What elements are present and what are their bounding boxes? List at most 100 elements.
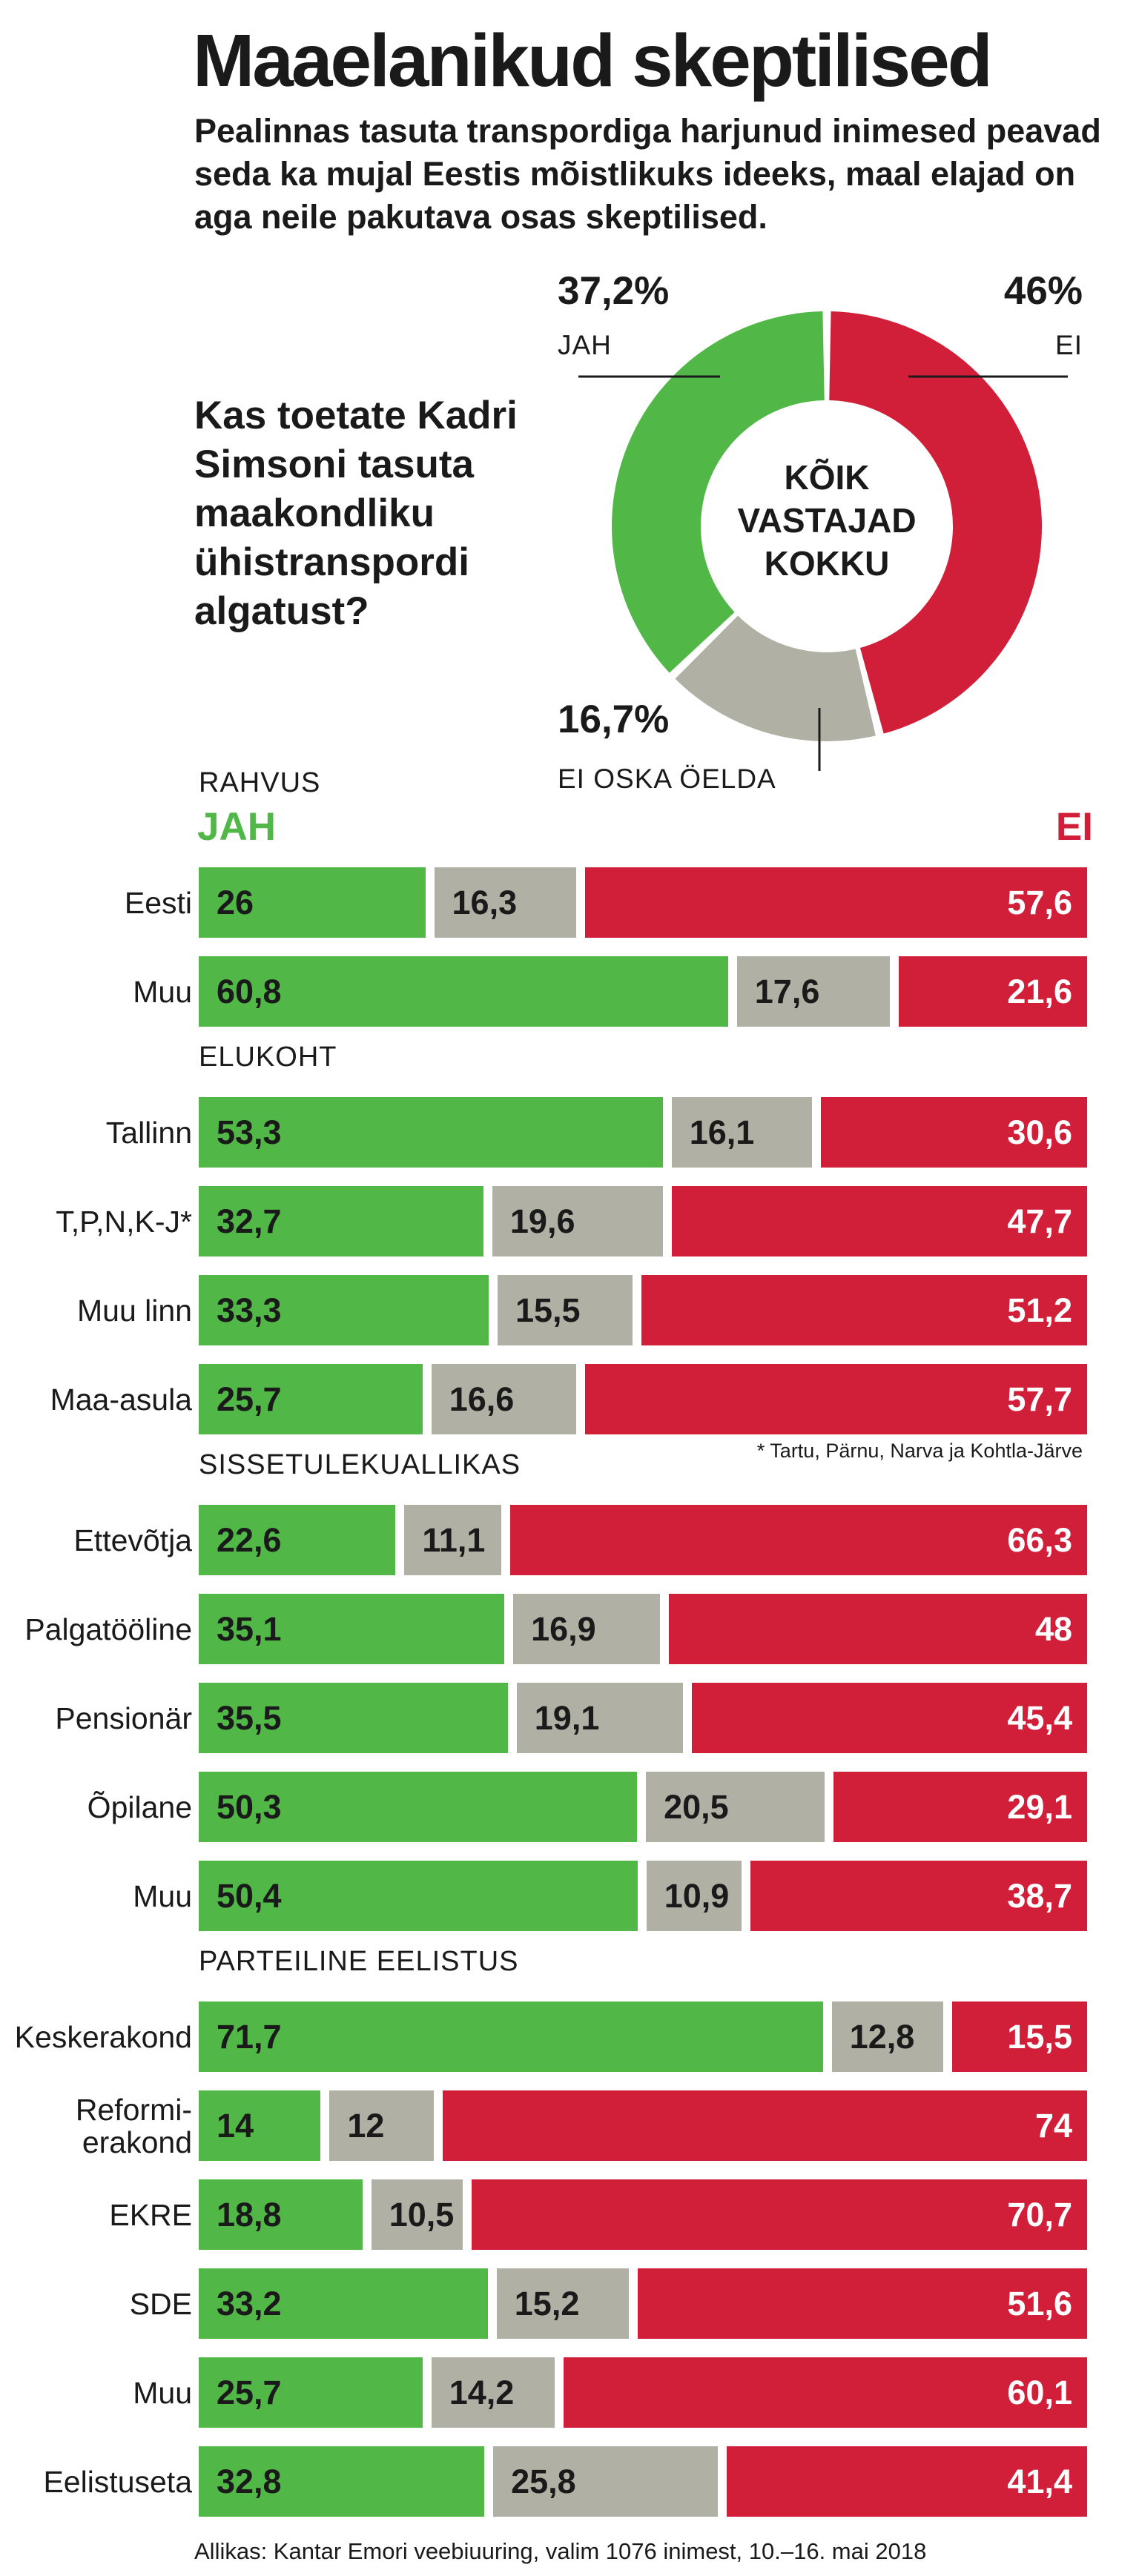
bar-segment-ei <box>585 867 1087 938</box>
bar-value-jah: 35,5 <box>217 1699 282 1737</box>
bar-segment-ei <box>509 1505 1087 1575</box>
row-label: Ettevõtja <box>73 1523 192 1557</box>
bar-value-ei: 51,6 <box>1007 2285 1072 2322</box>
bar-value-ei-oska: 16,9 <box>531 1610 596 1648</box>
section-header-1: ELUKOHT <box>199 1042 337 1073</box>
bar-value-jah: 60,8 <box>217 973 282 1010</box>
footnote: * Tartu, Pärnu, Narva ja Kohtla-Järve <box>756 1440 1083 1462</box>
donut-slice-jah <box>612 311 825 673</box>
bar-segment-ei-oska <box>496 2268 630 2339</box>
bar-segment-ei <box>443 2090 1087 2161</box>
bar-value-ei-oska: 11,1 <box>422 1521 486 1559</box>
bar-segment-jah <box>199 1772 638 1842</box>
row-label: SDE <box>129 2286 192 2321</box>
bar-segment-ei <box>726 2446 1087 2517</box>
bar-value-jah: 18,8 <box>217 2196 282 2234</box>
row-label: Muu <box>133 974 192 1009</box>
bar-segment-jah <box>199 1505 396 1575</box>
bar-value-ei-oska: 15,2 <box>514 2285 580 2322</box>
bar-segment-ei-oska <box>431 2357 555 2428</box>
bar-value-ei: 30,6 <box>1007 1113 1072 1151</box>
row-label: Eelistuseta <box>43 2464 192 2499</box>
row-label: Muu <box>133 1878 192 1913</box>
bar-value-ei-oska: 16,3 <box>452 884 518 921</box>
bar-segment-ei <box>750 1861 1087 1931</box>
donut-ei-oska-label: EI OSKA ÖELDA <box>558 764 776 794</box>
bar-value-jah: 71,7 <box>217 2018 282 2056</box>
bar-value-ei-oska: 12,8 <box>849 2018 915 2056</box>
bar-segment-jah <box>199 2446 485 2517</box>
bar-segment-ei <box>820 1097 1087 1168</box>
bar-value-ei-oska: 17,6 <box>754 973 820 1010</box>
bar-value-ei: 15,5 <box>1007 2018 1072 2056</box>
bar-segment-ei-oska <box>434 867 577 938</box>
bar-value-jah: 50,3 <box>217 1788 282 1826</box>
bar-segment-ei-oska <box>404 1505 501 1575</box>
bar-value-jah: 25,7 <box>217 1380 282 1418</box>
bar-segment-jah <box>199 2268 488 2339</box>
section-header-0: RAHVUS <box>199 767 321 798</box>
bar-segment-ei-oska <box>329 2090 435 2161</box>
source: Allikas: Kantar Emori veebiuuring, valim… <box>194 2538 927 2564</box>
bar-value-jah: 33,3 <box>217 1291 282 1329</box>
bar-value-ei-oska: 12 <box>347 2107 385 2145</box>
bar-segment-ei-oska <box>516 1683 683 1753</box>
bar-segment-jah <box>199 956 728 1027</box>
bar-segment-ei <box>692 1683 1087 1753</box>
bar-segment-ei <box>471 2179 1087 2250</box>
bar-value-jah: 26 <box>217 884 254 921</box>
row-label: T,P,N,K-J* <box>56 1204 192 1239</box>
bar-segment-jah <box>199 2357 423 2428</box>
bar-value-ei: 41,4 <box>1007 2463 1072 2500</box>
page-title: Maaelanikud skeptilised <box>193 19 993 102</box>
bar-value-ei: 74 <box>1034 2107 1072 2145</box>
bar-value-jah: 32,8 <box>217 2463 282 2500</box>
row-label: Muu linn <box>77 1293 192 1328</box>
bar-segment-jah <box>199 2090 321 2161</box>
bar-value-ei-oska: 20,5 <box>664 1788 729 1826</box>
legend-ei: EI <box>1055 805 1093 849</box>
donut-jah-pct: 37,2% <box>558 269 670 313</box>
row-label: Muu <box>133 2375 192 2410</box>
bar-value-ei: 21,6 <box>1007 973 1072 1010</box>
bar-value-jah: 53,3 <box>217 1113 282 1151</box>
row-label: EKRE <box>109 2197 192 2232</box>
bar-segment-jah <box>199 1861 638 1931</box>
bar-value-ei: 57,7 <box>1007 1380 1072 1418</box>
bar-value-jah: 14 <box>217 2107 254 2145</box>
bar-value-ei: 45,4 <box>1007 1699 1072 1737</box>
legend-jah: JAH <box>197 805 277 849</box>
bar-value-ei-oska: 10,9 <box>664 1877 730 1915</box>
row-label: Tallinn <box>105 1115 192 1150</box>
bar-value-ei-oska: 15,5 <box>515 1291 581 1329</box>
bar-segment-jah <box>199 1364 423 1434</box>
bar-value-ei-oska: 19,1 <box>534 1699 600 1737</box>
bar-value-ei: 29,1 <box>1007 1788 1072 1826</box>
bar-segment-ei-oska <box>371 2179 463 2250</box>
section-header-3: PARTEILINE EELISTUS <box>199 1946 519 1977</box>
bar-value-ei-oska: 19,6 <box>509 1202 575 1240</box>
bar-value-ei: 47,7 <box>1007 1202 1072 1240</box>
bar-value-ei: 60,1 <box>1007 2374 1072 2411</box>
bar-segment-ei <box>564 2357 1087 2428</box>
bar-segment-ei-oska <box>671 1097 812 1168</box>
bar-segment-jah <box>199 1683 508 1753</box>
donut-ei-oska-pct: 16,7% <box>558 698 670 741</box>
donut-slice-ei-oska <box>675 615 876 741</box>
bar-segment-ei <box>638 2268 1087 2339</box>
bar-segment-jah <box>199 1275 489 1345</box>
bar-value-ei-oska: 25,8 <box>511 2463 576 2500</box>
bar-segment-ei <box>672 1186 1087 1256</box>
bar-segment-jah <box>199 1097 663 1168</box>
bar-segment-ei <box>584 1364 1087 1434</box>
bar-segment-jah <box>199 1594 505 1664</box>
donut-ei-leader <box>908 375 1068 378</box>
row-label: Eesti <box>124 885 192 920</box>
row-label: Palgatööline <box>24 1612 192 1646</box>
donut-ei-label: EI <box>1055 330 1083 360</box>
bar-segment-ei-oska <box>493 2446 718 2517</box>
bar-value-ei-oska: 14,2 <box>449 2374 515 2411</box>
bar-segment-jah <box>199 2001 823 2072</box>
row-label: Maa-asula <box>50 1382 192 1417</box>
bar-value-ei-oska: 16,6 <box>449 1380 515 1418</box>
